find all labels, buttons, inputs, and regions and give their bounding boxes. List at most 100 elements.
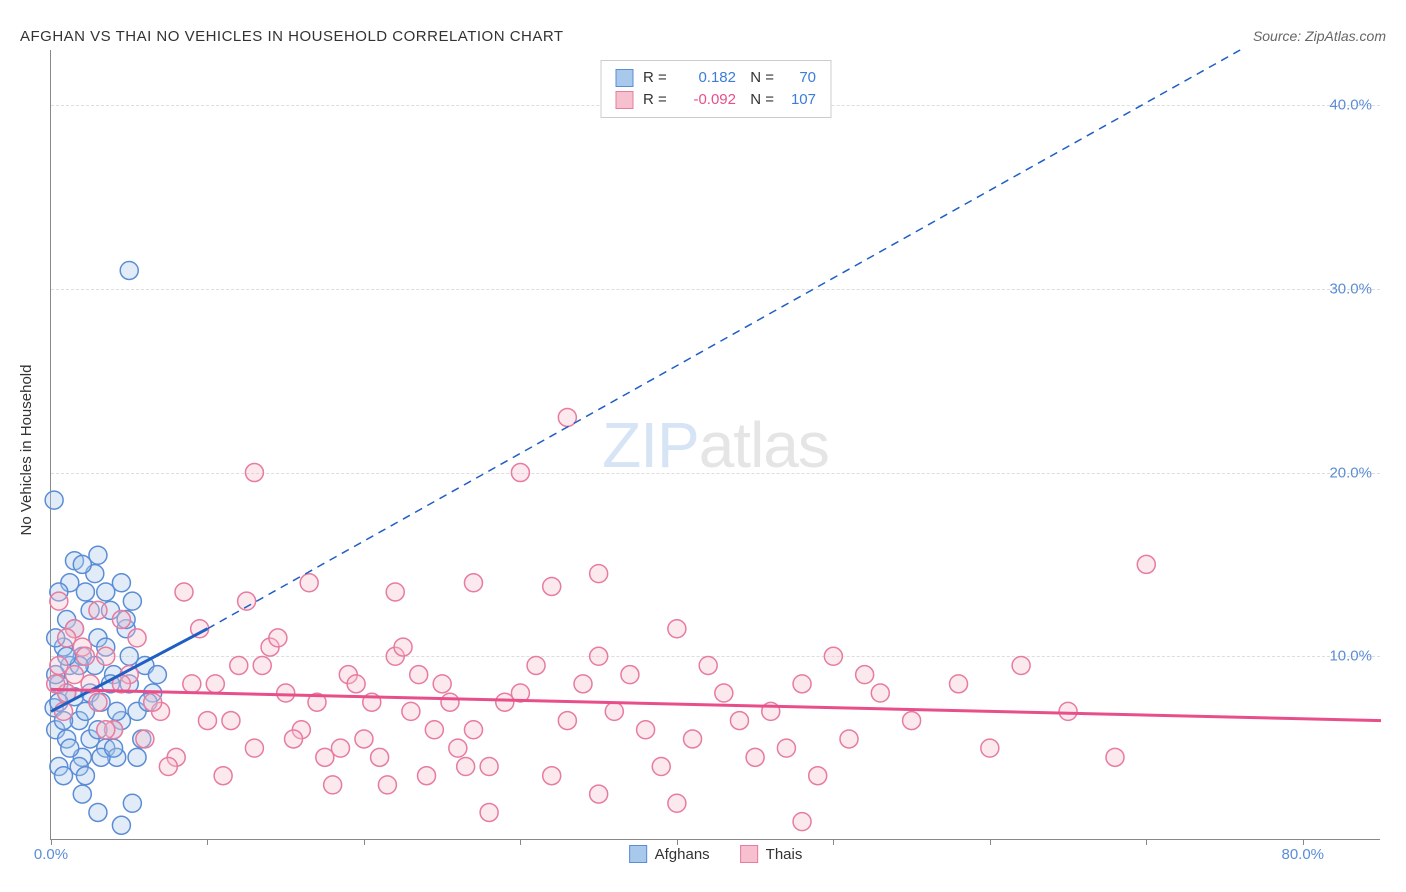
data-point xyxy=(378,776,396,794)
data-point xyxy=(590,565,608,583)
r-label: R = xyxy=(643,67,671,89)
data-point xyxy=(903,712,921,730)
data-point xyxy=(183,675,201,693)
data-point xyxy=(105,739,123,757)
data-point xyxy=(824,647,842,665)
data-point xyxy=(198,712,216,730)
data-point xyxy=(871,684,889,702)
data-point xyxy=(331,739,349,757)
data-point xyxy=(214,767,232,785)
correlation-legend: R =0.182N =70R =-0.092N =107 xyxy=(600,60,831,118)
data-point xyxy=(433,675,451,693)
data-point xyxy=(668,620,686,638)
data-point xyxy=(527,656,545,674)
data-point xyxy=(480,758,498,776)
data-point xyxy=(425,721,443,739)
chart-container: AFGHAN VS THAI NO VEHICLES IN HOUSEHOLD … xyxy=(0,0,1406,892)
n-value: 107 xyxy=(784,89,816,111)
data-point xyxy=(950,675,968,693)
data-point xyxy=(97,583,115,601)
n-value: 70 xyxy=(784,67,816,89)
n-label: N = xyxy=(746,67,774,89)
data-point xyxy=(699,656,717,674)
data-point xyxy=(1012,656,1030,674)
data-point xyxy=(1106,748,1124,766)
data-point xyxy=(652,758,670,776)
data-point xyxy=(590,785,608,803)
data-point xyxy=(58,629,76,647)
data-point xyxy=(245,464,263,482)
x-tick-mark xyxy=(364,839,365,845)
data-point xyxy=(511,464,529,482)
data-point xyxy=(410,666,428,684)
n-label: N = xyxy=(746,89,774,111)
data-point xyxy=(73,785,91,803)
data-point xyxy=(809,767,827,785)
data-point xyxy=(496,693,514,711)
data-point xyxy=(285,730,303,748)
data-point xyxy=(76,767,94,785)
data-point xyxy=(1059,702,1077,720)
legend-row: R =-0.092N =107 xyxy=(615,89,816,111)
data-point xyxy=(574,675,592,693)
data-point xyxy=(120,261,138,279)
data-point xyxy=(89,546,107,564)
data-point xyxy=(222,712,240,730)
data-point xyxy=(65,666,83,684)
legend-swatch xyxy=(615,69,633,87)
data-point xyxy=(112,611,130,629)
legend-item: Afghans xyxy=(629,845,710,863)
x-tick-mark xyxy=(520,839,521,845)
data-point xyxy=(1137,555,1155,573)
y-axis-label: No Vehicles in Household xyxy=(18,365,35,536)
data-point xyxy=(402,702,420,720)
r-value: -0.092 xyxy=(681,89,736,111)
data-point xyxy=(441,693,459,711)
data-point xyxy=(89,693,107,711)
data-point xyxy=(136,730,154,748)
r-value: 0.182 xyxy=(681,67,736,89)
data-point xyxy=(128,629,146,647)
data-point xyxy=(777,739,795,757)
data-point xyxy=(277,684,295,702)
legend-swatch xyxy=(629,845,647,863)
data-point xyxy=(123,592,141,610)
data-point xyxy=(206,675,224,693)
data-point xyxy=(605,702,623,720)
legend-label: Thais xyxy=(766,846,803,863)
x-tick-mark xyxy=(990,839,991,845)
data-point xyxy=(97,721,115,739)
data-point xyxy=(97,647,115,665)
data-point xyxy=(269,629,287,647)
data-point xyxy=(746,748,764,766)
data-point xyxy=(253,656,271,674)
data-point xyxy=(590,647,608,665)
x-tick-label: 0.0% xyxy=(34,846,68,863)
data-point xyxy=(230,656,248,674)
data-point xyxy=(840,730,858,748)
trend-line-extrapolated xyxy=(207,50,1240,629)
data-point xyxy=(464,574,482,592)
data-point xyxy=(543,767,561,785)
data-point xyxy=(112,816,130,834)
data-point xyxy=(355,730,373,748)
data-point xyxy=(464,721,482,739)
series-legend: Afghans Thais xyxy=(629,845,803,863)
data-point xyxy=(45,491,63,509)
data-point xyxy=(457,758,475,776)
data-point xyxy=(300,574,318,592)
data-point xyxy=(112,574,130,592)
data-point xyxy=(449,739,467,757)
data-point xyxy=(120,647,138,665)
legend-label: Afghans xyxy=(655,846,710,863)
data-point xyxy=(558,408,576,426)
legend-swatch xyxy=(615,91,633,109)
x-tick-mark xyxy=(1146,839,1147,845)
data-point xyxy=(144,693,162,711)
data-point xyxy=(89,803,107,821)
x-tick-mark xyxy=(1303,839,1304,845)
data-point xyxy=(73,555,91,573)
data-point xyxy=(76,647,94,665)
x-tick-label: 80.0% xyxy=(1281,846,1324,863)
data-point xyxy=(418,767,436,785)
